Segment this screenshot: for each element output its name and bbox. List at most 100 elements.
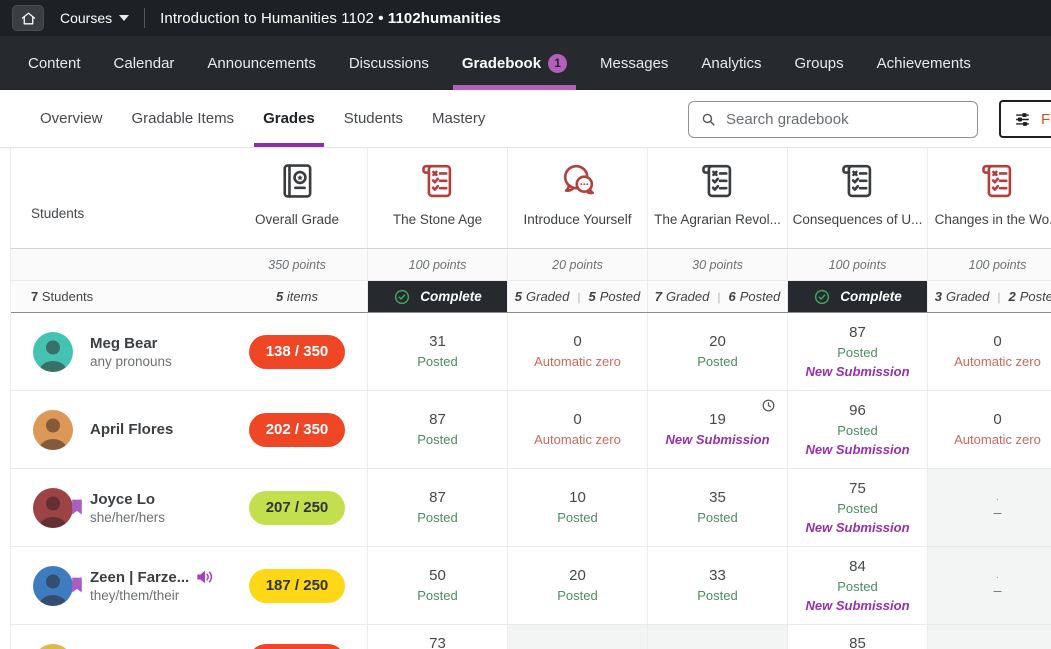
overall-grade-cell[interactable] [227,625,367,649]
nav-tab-label: Announcements [207,54,316,72]
grade-value: 84 [849,557,866,575]
overall-grade-pill: 207 / 250 [249,490,345,525]
column-header-the-agrarian-revol[interactable]: The Agrarian Revol... [647,148,787,248]
courses-menu[interactable]: Courses [60,10,130,26]
grade-value: 87 [429,489,446,506]
separator: | [717,289,721,304]
students-column-header: Students [31,206,85,221]
grade-cell[interactable]: 87 Posted [367,469,507,546]
home-button[interactable] [12,5,44,31]
grade-cell[interactable]: 33 Posted [647,547,787,624]
grade-value: 75 [849,479,866,497]
tab-students[interactable]: Students [344,90,403,147]
search-input[interactable] [726,111,966,128]
posted-count: 5 [588,289,596,304]
grade-cell[interactable]: · – [927,547,1051,624]
assignment-status-counts: 5 Graded | 5 Posted [507,281,647,312]
speaker-icon[interactable] [196,568,214,586]
nav-tab-achievements[interactable]: Achievements [877,36,971,90]
column-header-introduce-yourself[interactable]: Introduce Yourself [507,148,647,248]
grade-status: Posted [557,588,598,603]
assignment-status-counts: 3 Graded | 2Posted [927,281,1051,312]
student-name: Meg Bear [90,335,172,352]
grade-cell[interactable]: 85 [787,625,927,649]
student-info-cell[interactable]: Zeen | Farze... they/them/their [11,547,227,624]
grade-cell[interactable] [507,625,647,649]
grade-cell[interactable]: 20 Posted [507,547,647,624]
column-header-consequences-of-u[interactable]: Consequences of U... [787,148,927,248]
nav-tab-messages[interactable]: Messages [600,36,668,90]
grade-cell[interactable]: 0 Automatic zero [927,391,1051,468]
title-dot: • [378,9,384,27]
nav-tab-discussions[interactable]: Discussions [349,36,429,90]
grade-cell[interactable]: 87 Posted New Submission [787,313,927,390]
column-header-the-stone-age[interactable]: The Stone Age [367,148,507,248]
new-submission-label: New Submission [665,432,770,447]
student-name: Zeen | Farze... [90,568,214,586]
column-header-overall-grade[interactable]: Overall Grade [227,148,367,248]
overall-grade-cell[interactable]: 202 / 350 [227,391,367,468]
grade-status: Automatic zero [534,432,621,447]
items-count-summary: 5 items [227,281,367,312]
grade-cell[interactable]: 84 Posted New Submission [787,547,927,624]
grade-cell[interactable]: 0 Automatic zero [507,391,647,468]
grade-cell[interactable]: 50 Posted [367,547,507,624]
nav-tab-calendar[interactable]: Calendar [114,36,175,90]
nav-tab-analytics[interactable]: Analytics [701,36,761,90]
grade-value: 87 [849,323,866,341]
tab-overview[interactable]: Overview [40,90,103,147]
nav-tab-label: Achievements [876,54,971,72]
nav-tab-announcements[interactable]: Announcements [207,36,315,90]
overall-grade-cell[interactable]: 138 / 350 [227,313,367,390]
grade-cell[interactable] [927,625,1051,649]
grade-cell[interactable]: 19 New Submission [647,391,787,468]
chevron-down-icon [119,15,130,21]
empty-grade-dash: – [993,582,1002,598]
assignment-checklist-icon [417,160,459,202]
grade-status: Automatic zero [954,432,1041,447]
student-info-cell[interactable]: Joyce Lo she/her/hers [11,469,227,546]
search-box [688,101,978,138]
grade-cell[interactable]: 10 Posted [507,469,647,546]
grade-cell[interactable] [647,625,787,649]
tab-grades[interactable]: Grades [254,90,324,147]
column-title: Overall Grade [254,212,340,227]
grade-cell[interactable]: 87 Posted [367,391,507,468]
table-body: Meg Bear any pronouns 138 / 350 31 Posted 0 Au… [11,313,1051,649]
filter-button[interactable]: F [999,100,1051,138]
nav-tab-label: Calendar [113,54,175,72]
nav-tab-label: Discussions [348,54,429,72]
grade-cell[interactable]: 96 Posted New Submission [787,391,927,468]
student-info-cell[interactable] [11,625,227,649]
grade-cell[interactable]: 35 Posted [647,469,787,546]
tab-gradable-items[interactable]: Gradable Items [132,90,235,147]
tab-mastery[interactable]: Mastery [432,90,485,147]
grade-cell[interactable]: 0 Automatic zero [507,313,647,390]
grade-cell[interactable]: 31 Posted [367,313,507,390]
grade-cell[interactable]: 75 Posted New Submission [787,469,927,546]
grade-value: 87 [429,411,446,428]
column-title: The Stone Age [392,212,483,227]
grade-value: 20 [569,567,586,584]
grade-cell[interactable]: 0 Automatic zero [927,313,1051,390]
nav-tab-content[interactable]: Content [28,36,81,90]
assignment-checklist-icon [837,160,879,202]
grade-cell[interactable]: 20 Posted [647,313,787,390]
filter-button-label: F [1041,110,1051,128]
nav-tab-groups[interactable]: Groups [794,36,843,90]
student-name: April Flores [90,421,173,438]
column-header-changes-in-the-wo[interactable]: Changes in the Wo... [927,148,1051,248]
nav-tab-gradebook[interactable]: Gradebook 1 [452,36,577,90]
new-submission-label: New Submission [805,519,910,535]
overall-grade-cell[interactable]: 187 / 250 [227,547,367,624]
grade-value: 33 [709,567,726,584]
student-info-cell[interactable]: Meg Bear any pronouns [11,313,227,390]
grade-cell[interactable]: · – [927,469,1051,546]
student-info-cell[interactable]: April Flores [11,391,227,468]
points-value: 30 points [647,249,787,280]
new-submission-label: New Submission [805,441,910,457]
grade-value: 31 [429,333,446,350]
overall-grade-cell[interactable]: 207 / 250 [227,469,367,546]
separator: | [577,289,581,304]
grade-cell[interactable]: 73 [367,625,507,649]
